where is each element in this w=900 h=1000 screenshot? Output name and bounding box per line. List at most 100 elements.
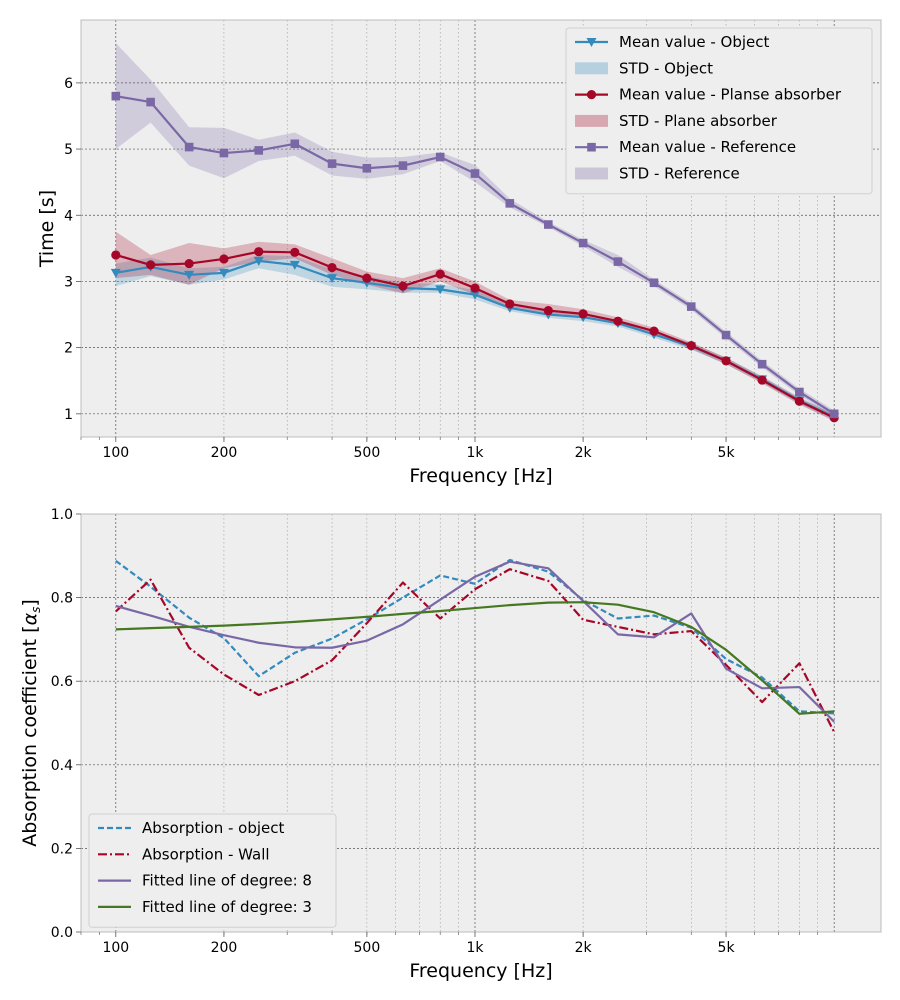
data-point bbox=[435, 285, 446, 295]
legend-entry-absorption-object: Absorption - object bbox=[98, 819, 284, 837]
data-point bbox=[289, 260, 300, 270]
data-point bbox=[686, 341, 696, 351]
data-point bbox=[721, 330, 731, 340]
y-tick-label: 1 bbox=[64, 407, 73, 423]
legend-label: STD - Reference bbox=[619, 165, 740, 183]
absorption-coefficient-chart: 100 200 500 1k 2k 5k 0.0 0.2 0.4 0.6 0.8 1.0 Frequen… bbox=[19, 507, 882, 982]
y-axis-label-text: Time [s] bbox=[36, 190, 58, 268]
legend-label: Fitted line of degree: 8 bbox=[142, 872, 312, 890]
data-point bbox=[254, 146, 264, 155]
y-tick-label: 2 bbox=[64, 341, 73, 357]
data-point bbox=[253, 256, 264, 266]
y-axis-label: Absorption coefficient [αs] bbox=[19, 599, 43, 847]
data-point bbox=[362, 163, 372, 173]
y-tick-label: 1.0 bbox=[51, 507, 73, 523]
y-tick-label: 5 bbox=[64, 142, 73, 158]
data-point bbox=[505, 199, 515, 208]
legend-label: Mean value - Planse absorber bbox=[619, 86, 842, 104]
plot-frame bbox=[80, 513, 882, 933]
x-tick-label: 500 bbox=[354, 940, 381, 956]
series-fitted-line-of-degree-8 bbox=[115, 560, 835, 723]
data-point bbox=[362, 273, 372, 283]
series-line-absorption-object bbox=[115, 558, 835, 715]
y-axis-label-symbol: α bbox=[19, 612, 41, 625]
y-tick-label: 6 bbox=[64, 76, 73, 92]
x-tick-label: 1k bbox=[466, 445, 484, 461]
series-line-fitted-line-of-degree-8 bbox=[115, 560, 835, 723]
data-point bbox=[795, 387, 804, 397]
data-point bbox=[290, 139, 300, 149]
legend-label: Absorption - Wall bbox=[142, 845, 270, 863]
x-tick-label: 100 bbox=[102, 445, 129, 461]
data-point bbox=[184, 270, 195, 280]
data-point bbox=[544, 220, 553, 229]
legend-swatch-marker bbox=[586, 38, 597, 47]
legend-swatch-patch bbox=[575, 62, 608, 75]
std-band-std-plane-absorber bbox=[115, 231, 835, 422]
data-point bbox=[398, 161, 408, 170]
data-point bbox=[757, 375, 767, 385]
x-tick-label: 1k bbox=[466, 940, 484, 956]
data-point bbox=[111, 250, 121, 260]
std-band-std-reference bbox=[115, 43, 835, 418]
y-axis: 0.0 0.2 0.4 0.6 0.8 1.0 bbox=[51, 507, 81, 941]
legend-label: STD - Plane absorber bbox=[619, 112, 778, 130]
series-mean-value-reference bbox=[111, 91, 839, 419]
data-point bbox=[327, 274, 338, 284]
y-tick-label: 0.8 bbox=[51, 591, 73, 607]
legend-swatch-marker bbox=[586, 90, 597, 100]
legend-swatch-patch bbox=[575, 167, 608, 180]
data-point bbox=[470, 283, 480, 293]
legend-entry-mean-value-object: Mean value - Object bbox=[575, 33, 770, 51]
data-point bbox=[686, 302, 696, 311]
y-axis-label-close: ] bbox=[19, 599, 41, 606]
data-point bbox=[829, 409, 839, 419]
legend-label: Fitted line of degree: 3 bbox=[142, 898, 312, 916]
series-line-absorption-wall bbox=[115, 568, 836, 733]
data-point bbox=[649, 278, 659, 288]
series-absorption-wall bbox=[115, 568, 836, 733]
data-point bbox=[505, 299, 515, 309]
y-axis-label: Time [s] bbox=[36, 190, 58, 268]
legend-swatch-marker bbox=[587, 142, 596, 152]
x-tick-label: 200 bbox=[211, 445, 238, 461]
y-axis-label-text: Absorption coefficient [ bbox=[19, 625, 41, 846]
legend-box bbox=[88, 813, 337, 928]
data-point bbox=[435, 269, 445, 279]
data-point bbox=[469, 290, 480, 300]
legend-entry-mean-value-reference: Mean value - Reference bbox=[575, 138, 796, 156]
legend-box bbox=[565, 27, 873, 195]
data-point bbox=[327, 159, 337, 168]
series-fitted-line-of-degree-3 bbox=[115, 601, 835, 715]
data-point bbox=[721, 356, 731, 366]
data-point bbox=[470, 169, 480, 178]
data-point bbox=[218, 268, 229, 278]
legend-label: Absorption - object bbox=[142, 819, 284, 837]
y-tick-label: 3 bbox=[64, 274, 73, 290]
x-tick-label: 5k bbox=[718, 940, 736, 956]
y-tick-label: 0.6 bbox=[51, 674, 73, 690]
data-point bbox=[110, 268, 121, 278]
data-point bbox=[254, 247, 264, 257]
data-point bbox=[435, 152, 445, 162]
legend-entry-std-reference: STD - Reference bbox=[575, 165, 740, 183]
legend-entry-fitted-line-of-degree-3: Fitted line of degree: 3 bbox=[98, 898, 312, 916]
legend: Mean value - Object STD - Object Mean valu… bbox=[565, 27, 873, 195]
series-absorption-object bbox=[115, 558, 835, 715]
data-point bbox=[184, 258, 194, 269]
legend-entry-std-object: STD - Object bbox=[575, 59, 713, 77]
data-point bbox=[219, 148, 229, 158]
data-point bbox=[543, 305, 553, 316]
x-axis: 100 200 500 1k 2k 5k bbox=[80, 437, 819, 461]
y-tick-label: 0.4 bbox=[51, 758, 73, 774]
legend-label: STD - Object bbox=[619, 59, 713, 77]
data-point bbox=[111, 91, 121, 101]
x-tick-label: 2k bbox=[575, 940, 593, 956]
series-mean-value-planse-absorber bbox=[111, 247, 839, 423]
data-point bbox=[649, 326, 659, 336]
x-tick-label: 5k bbox=[718, 445, 736, 461]
legend-label: Mean value - Object bbox=[619, 33, 770, 51]
y-axis: 1 2 3 4 5 6 bbox=[64, 76, 81, 423]
legend-entry-mean-value-planse-absorber: Mean value - Planse absorber bbox=[575, 86, 842, 104]
